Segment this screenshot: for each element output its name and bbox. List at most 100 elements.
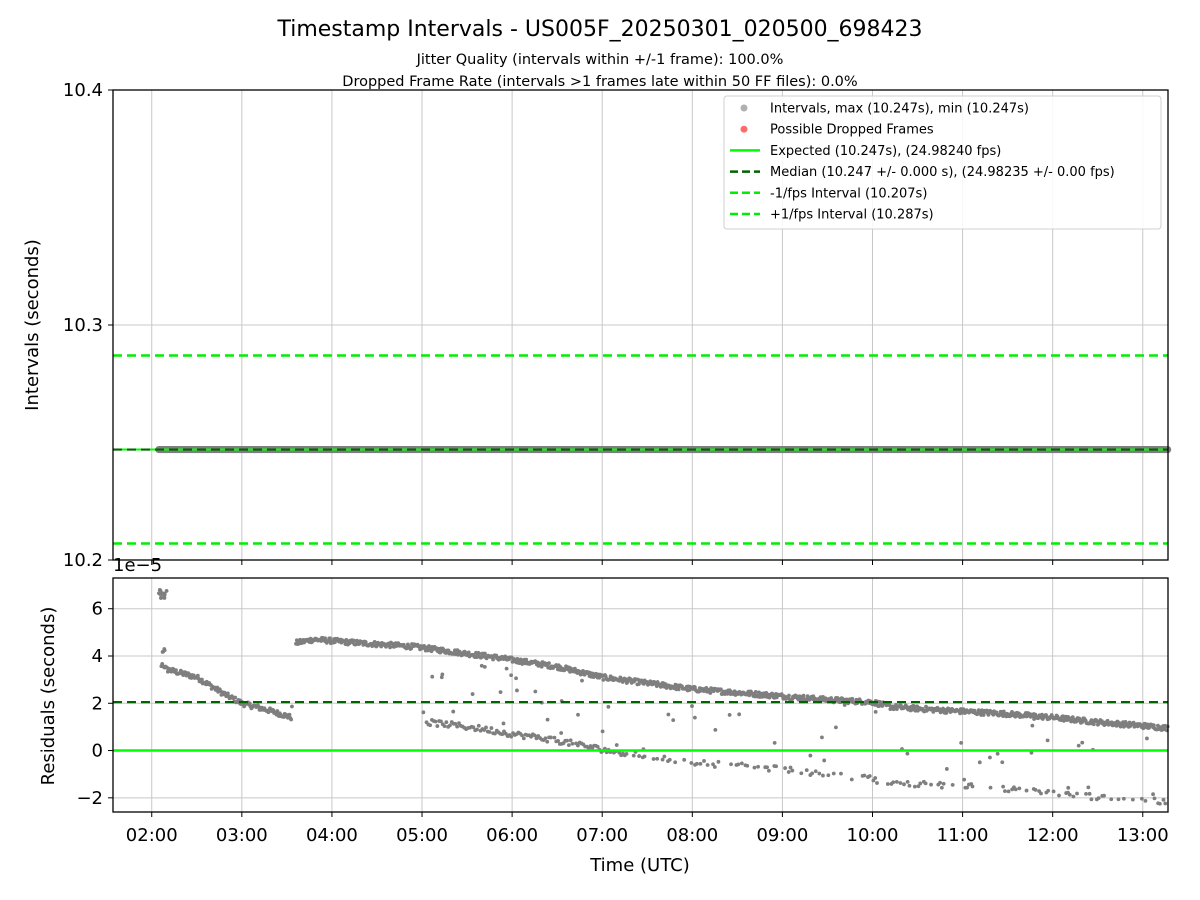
residual-point bbox=[514, 676, 518, 681]
residual-point bbox=[969, 782, 974, 786]
residual-point bbox=[442, 724, 447, 729]
residual-point bbox=[1032, 717, 1036, 721]
residual-point bbox=[786, 770, 791, 774]
residual-point bbox=[547, 661, 551, 666]
x-tick-label-03:00: 03:00 bbox=[216, 825, 268, 846]
residual-point bbox=[875, 781, 879, 785]
intervals-y-axis-label: Intervals (seconds) bbox=[22, 239, 43, 411]
residual-point bbox=[1071, 794, 1076, 799]
residual-point bbox=[421, 710, 426, 715]
residual-point bbox=[439, 719, 443, 724]
residual-point bbox=[1030, 723, 1035, 728]
residual-point bbox=[455, 724, 460, 729]
residual-point bbox=[545, 739, 550, 744]
residual-point bbox=[1151, 723, 1156, 728]
residual-point bbox=[965, 785, 969, 790]
residual-point bbox=[938, 780, 942, 785]
residual-point bbox=[950, 783, 955, 787]
residual-point bbox=[433, 719, 438, 724]
residual-point bbox=[275, 709, 280, 713]
residual-point bbox=[745, 763, 750, 768]
residual-point bbox=[894, 780, 899, 784]
residual-point bbox=[521, 736, 526, 741]
residual-point bbox=[1029, 750, 1034, 755]
intervals-plot-frame bbox=[112, 89, 1169, 561]
residual-point bbox=[752, 765, 757, 770]
residual-point bbox=[471, 725, 476, 730]
residual-point bbox=[580, 678, 584, 683]
residual-point bbox=[483, 651, 487, 656]
residuals-plot-frame bbox=[112, 577, 1169, 813]
residual-point bbox=[509, 734, 514, 739]
residual-point bbox=[1086, 785, 1091, 790]
residual-point bbox=[559, 731, 564, 735]
residual-point bbox=[690, 704, 694, 708]
residual-point bbox=[162, 596, 167, 600]
residuals-y-axis-label: Residuals (seconds) bbox=[38, 607, 59, 786]
residual-point bbox=[479, 663, 484, 668]
residual-point bbox=[766, 768, 771, 773]
x-tick-label-05:00: 05:00 bbox=[396, 825, 448, 846]
residual-point bbox=[867, 774, 872, 778]
residual-point bbox=[476, 723, 481, 728]
residual-point bbox=[739, 761, 744, 766]
x-axis-label: Time (UTC) bbox=[589, 855, 690, 876]
residual-point bbox=[885, 782, 890, 786]
residual-point bbox=[606, 704, 611, 709]
residual-point bbox=[1089, 797, 1094, 802]
intervals-ytick-label: 10.3 bbox=[63, 315, 103, 336]
residual-point bbox=[533, 689, 538, 694]
legend-label-3: Median (10.247 +/- 0.000 s), (24.98235 +… bbox=[770, 165, 1115, 180]
chart-title: Timestamp Intervals - US005F_20250301_02… bbox=[276, 17, 922, 42]
residual-point bbox=[1070, 715, 1075, 720]
residual-point bbox=[799, 771, 804, 776]
residual-point bbox=[515, 688, 519, 693]
residual-point bbox=[1141, 726, 1146, 731]
residual-point bbox=[666, 712, 671, 717]
residual-point bbox=[753, 690, 758, 694]
residual-point bbox=[774, 764, 778, 769]
residual-point bbox=[808, 753, 813, 758]
residual-point bbox=[736, 762, 741, 767]
residual-point bbox=[1105, 718, 1110, 723]
residual-point bbox=[711, 762, 715, 767]
residual-point bbox=[905, 779, 910, 784]
residual-point bbox=[929, 782, 933, 787]
residual-point bbox=[1046, 788, 1051, 793]
residual-point bbox=[1102, 793, 1106, 798]
residual-point bbox=[1003, 789, 1007, 794]
residual-point bbox=[466, 650, 471, 655]
residual-point bbox=[850, 696, 855, 701]
x-tick-label-11:00: 11:00 bbox=[937, 825, 989, 846]
residual-point bbox=[651, 757, 656, 761]
residual-point bbox=[916, 784, 921, 789]
residual-point bbox=[489, 726, 494, 730]
residual-point bbox=[601, 678, 606, 682]
residual-point bbox=[159, 595, 164, 600]
residual-point bbox=[660, 757, 665, 762]
x-tick-label-04:00: 04:00 bbox=[306, 825, 358, 846]
residual-point bbox=[941, 781, 946, 786]
residual-point bbox=[692, 715, 697, 720]
residual-point bbox=[1076, 743, 1081, 748]
residual-point bbox=[1067, 792, 1072, 797]
residual-point bbox=[944, 767, 949, 771]
residual-point bbox=[575, 743, 580, 748]
residual-point bbox=[568, 738, 573, 743]
x-tick-label-12:00: 12:00 bbox=[1027, 825, 1079, 846]
residual-point bbox=[543, 736, 548, 741]
residual-point bbox=[698, 761, 703, 766]
intervals-panel: 10.2 10.3 10.4 Intervals, max (10.247s), mi… bbox=[63, 80, 1172, 571]
residual-point bbox=[440, 672, 445, 677]
residual-point bbox=[1151, 792, 1155, 797]
residual-point bbox=[289, 717, 294, 722]
residual-point bbox=[817, 771, 822, 776]
residual-point bbox=[718, 687, 723, 692]
legend-marker-0 bbox=[740, 104, 748, 112]
residuals-offset-label: 1e−5 bbox=[113, 555, 162, 576]
residual-point bbox=[788, 765, 793, 770]
residual-point bbox=[962, 777, 967, 782]
residual-point bbox=[1161, 797, 1166, 802]
residual-point bbox=[810, 771, 815, 776]
x-tick-label-08:00: 08:00 bbox=[666, 825, 718, 846]
